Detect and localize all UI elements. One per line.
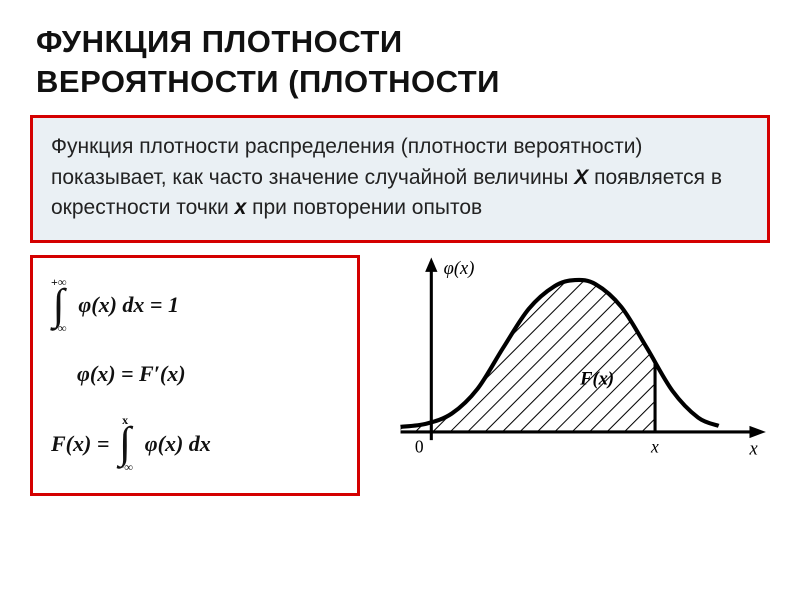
definition-var-x: x	[235, 196, 247, 219]
formula-box: +∞ ∫ −∞ φ(x) dx = 1 φ(x) = F′(x) F(x) = …	[30, 255, 360, 496]
definition-var-X: X	[574, 166, 588, 189]
pdf-chart: φ(x) x 0 F(x) x	[380, 255, 770, 496]
fill-label: F(x)	[579, 368, 614, 389]
formula-integral-unity: +∞ ∫ −∞ φ(x) dx = 1	[51, 276, 339, 334]
definition-pre: Функция плотности распределения (плотнос…	[51, 135, 642, 188]
y-axis-label: φ(x)	[444, 258, 475, 279]
title-line-1: ФУНКЦИЯ ПЛОТНОСТИ	[36, 22, 764, 62]
lower-row: +∞ ∫ −∞ φ(x) dx = 1 φ(x) = F′(x) F(x) = …	[0, 255, 800, 496]
formula-3-lhs: F(x) =	[51, 431, 109, 457]
chart-svg: φ(x) x 0 F(x) x	[380, 255, 770, 496]
integral-icon: +∞ ∫ −∞	[51, 276, 66, 334]
formula-3-body: φ(x) dx	[145, 431, 211, 457]
integral-icon: x ∫ −∞	[117, 414, 132, 472]
definition-text: Функция плотности распределения (плотнос…	[51, 132, 749, 223]
origin-label: 0	[415, 436, 424, 456]
formula-cdf: F(x) = x ∫ −∞ φ(x) dx	[51, 414, 339, 472]
definition-post: при повторении опытов	[246, 196, 482, 219]
formula-1-body: φ(x) dx = 1	[78, 292, 179, 318]
title-line-2: ВЕРОЯТНОСТИ (ПЛОТНОСТИ	[36, 62, 764, 102]
formula-2-body: φ(x) = F′(x)	[77, 361, 186, 387]
x-axis-label: x	[748, 438, 758, 458]
x-tick-label: x	[650, 436, 659, 456]
shaded-area	[401, 257, 656, 431]
formula-derivative: φ(x) = F′(x)	[51, 361, 339, 387]
slide-title: ФУНКЦИЯ ПЛОТНОСТИ ВЕРОЯТНОСТИ (ПЛОТНОСТИ	[0, 0, 800, 109]
definition-box: Функция плотности распределения (плотнос…	[30, 115, 770, 242]
